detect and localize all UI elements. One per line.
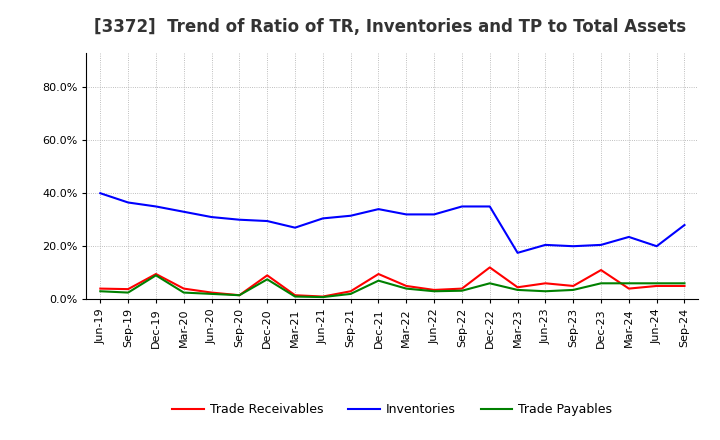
Trade Receivables	[402, 283, 410, 289]
Trade Receivables	[124, 286, 132, 292]
Trade Payables	[124, 290, 132, 295]
Inventories	[680, 222, 689, 227]
Trade Payables	[179, 290, 188, 295]
Inventories	[374, 206, 383, 212]
Inventories	[346, 213, 355, 218]
Trade Receivables	[374, 271, 383, 277]
Inventories	[96, 191, 104, 196]
Legend: Trade Receivables, Inventories, Trade Payables: Trade Receivables, Inventories, Trade Pa…	[168, 398, 617, 421]
Inventories	[624, 234, 633, 239]
Trade Receivables	[318, 294, 327, 299]
Trade Payables	[207, 291, 216, 297]
Trade Payables	[513, 287, 522, 293]
Trade Payables	[96, 289, 104, 294]
Line: Trade Receivables: Trade Receivables	[100, 268, 685, 297]
Inventories	[458, 204, 467, 209]
Inventories	[513, 250, 522, 256]
Trade Payables	[430, 289, 438, 294]
Trade Receivables	[430, 287, 438, 293]
Inventories	[430, 212, 438, 217]
Trade Payables	[652, 281, 661, 286]
Trade Receivables	[513, 285, 522, 290]
Trade Receivables	[652, 283, 661, 289]
Trade Receivables	[179, 286, 188, 291]
Trade Payables	[263, 277, 271, 282]
Trade Receivables	[458, 286, 467, 291]
Inventories	[291, 225, 300, 230]
Inventories	[485, 204, 494, 209]
Trade Receivables	[485, 265, 494, 270]
Trade Payables	[152, 273, 161, 278]
Trade Receivables	[624, 286, 633, 291]
Trade Payables	[402, 286, 410, 291]
Trade Payables	[458, 288, 467, 293]
Trade Receivables	[263, 273, 271, 278]
Trade Receivables	[152, 271, 161, 277]
Trade Payables	[680, 281, 689, 286]
Trade Payables	[318, 294, 327, 300]
Line: Inventories: Inventories	[100, 193, 685, 253]
Inventories	[263, 218, 271, 224]
Trade Payables	[374, 278, 383, 283]
Inventories	[235, 217, 243, 222]
Inventories	[152, 204, 161, 209]
Line: Trade Payables: Trade Payables	[100, 275, 685, 297]
Trade Payables	[235, 293, 243, 298]
Trade Receivables	[680, 283, 689, 289]
Trade Receivables	[235, 293, 243, 298]
Inventories	[597, 242, 606, 248]
Trade Payables	[541, 289, 550, 294]
Inventories	[569, 244, 577, 249]
Trade Receivables	[207, 290, 216, 295]
Inventories	[207, 214, 216, 220]
Inventories	[179, 209, 188, 214]
Trade Payables	[624, 281, 633, 286]
Trade Payables	[291, 294, 300, 299]
Trade Receivables	[597, 268, 606, 273]
Trade Payables	[597, 281, 606, 286]
Trade Receivables	[291, 293, 300, 298]
Trade Receivables	[569, 283, 577, 289]
Inventories	[318, 216, 327, 221]
Inventories	[652, 244, 661, 249]
Trade Receivables	[541, 281, 550, 286]
Trade Payables	[569, 287, 577, 293]
Text: [3372]  Trend of Ratio of TR, Inventories and TP to Total Assets: [3372] Trend of Ratio of TR, Inventories…	[94, 18, 685, 36]
Inventories	[541, 242, 550, 248]
Inventories	[402, 212, 410, 217]
Trade Payables	[485, 281, 494, 286]
Inventories	[124, 200, 132, 205]
Trade Payables	[346, 291, 355, 297]
Trade Receivables	[96, 286, 104, 291]
Trade Receivables	[346, 289, 355, 294]
